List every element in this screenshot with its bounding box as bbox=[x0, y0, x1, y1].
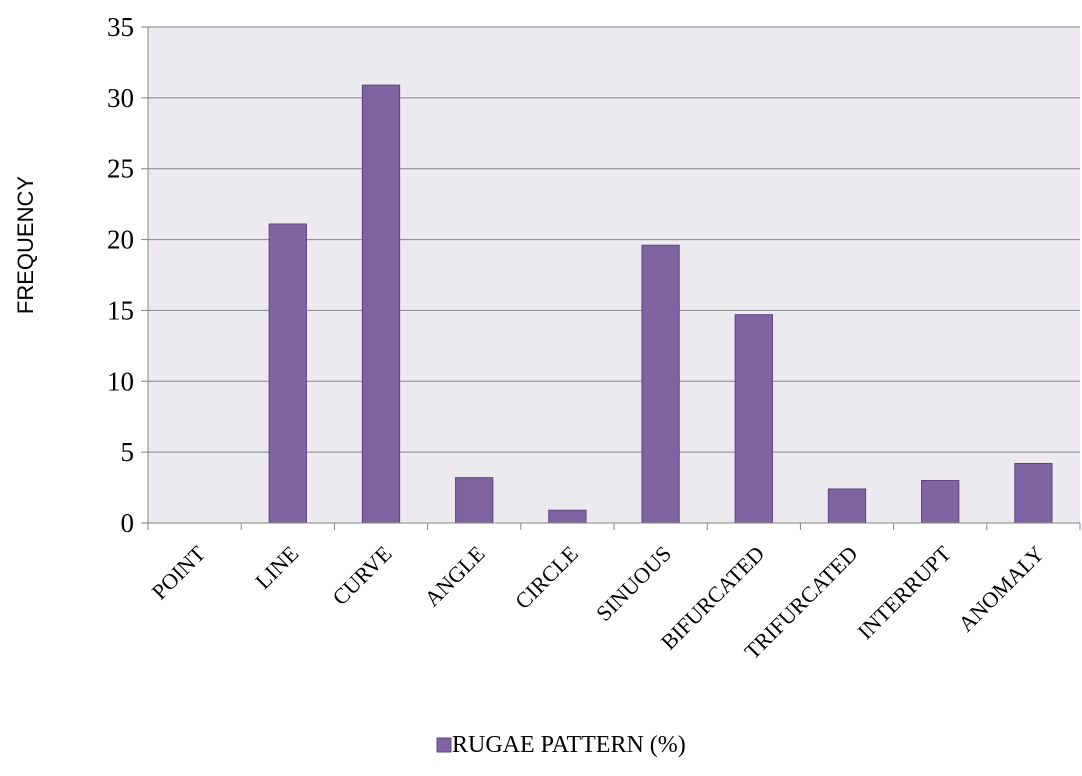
bar-anomaly bbox=[1014, 462, 1053, 524]
bar-circle bbox=[548, 509, 587, 524]
y-tick-label: 15 bbox=[107, 295, 134, 325]
x-tick-label: LINE bbox=[250, 541, 303, 594]
bar-trifurcated bbox=[827, 488, 867, 524]
bar-interrupt bbox=[921, 479, 960, 524]
y-axis: 0 5 10 15 20 25 30 35 bbox=[107, 12, 149, 538]
bar-bifurcated bbox=[734, 314, 773, 524]
bar-angle bbox=[455, 477, 494, 524]
x-tick-label: INTERRUPT bbox=[852, 540, 956, 644]
y-tick-label: 30 bbox=[107, 83, 134, 113]
x-tick-label: POINT bbox=[147, 540, 211, 604]
legend-label: RUGAE PATTERN (%) bbox=[452, 732, 686, 758]
y-axis-title: FREQUENCY bbox=[13, 176, 38, 314]
x-tick-label: SINUOUS bbox=[591, 541, 676, 626]
y-tick-label: 0 bbox=[121, 508, 135, 538]
y-tick-label: 5 bbox=[121, 437, 135, 467]
y-tick-label: 20 bbox=[107, 225, 134, 255]
y-tick-label: 25 bbox=[107, 154, 134, 184]
legend-swatch bbox=[436, 737, 452, 753]
x-tick-label: CURVE bbox=[327, 541, 396, 610]
x-axis: POINT LINE CURVE ANGLE CIRCLE SINUOUSBIFURCAT… bbox=[147, 522, 1081, 664]
bar-line bbox=[268, 223, 307, 524]
y-tick-label: 35 bbox=[107, 12, 134, 42]
bars bbox=[268, 84, 1053, 524]
bar-curve bbox=[361, 84, 401, 524]
bar-sinuous bbox=[641, 244, 680, 524]
x-tick-label: ANOMALY bbox=[953, 541, 1049, 637]
x-tick-label: CIRCLE bbox=[510, 541, 583, 614]
x-tick-label: ANGLE bbox=[419, 541, 489, 611]
y-tick-label: 10 bbox=[107, 366, 134, 396]
legend: RUGAE PATTERN (%) bbox=[436, 732, 686, 758]
